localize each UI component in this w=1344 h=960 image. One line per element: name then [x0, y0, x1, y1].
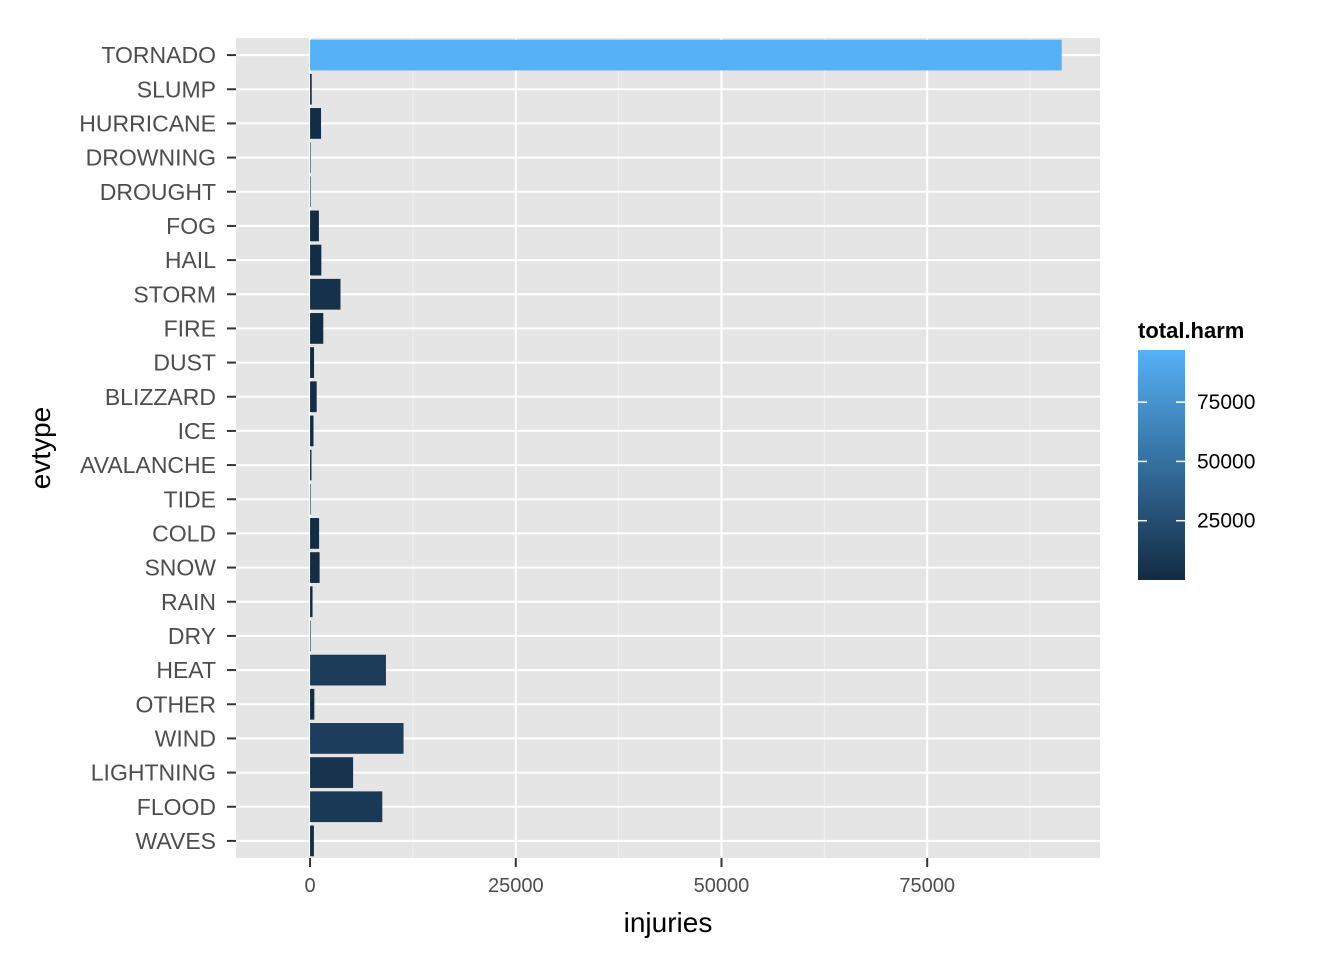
y-tick-label: ICE	[178, 418, 216, 444]
y-tick-label: FOG	[166, 213, 216, 239]
bar-blizzard	[310, 381, 317, 413]
legend-title: total.harm	[1138, 318, 1244, 343]
bar-cold	[310, 518, 320, 549]
y-tick-label: DROUGHT	[100, 179, 216, 205]
bar-ice	[310, 415, 314, 447]
legend-tick-label: 50000	[1197, 450, 1255, 473]
bar-flood	[310, 791, 383, 823]
y-tick-label: FLOOD	[137, 794, 216, 820]
y-tick-label: RAIN	[161, 589, 216, 615]
bar-slump	[310, 73, 312, 105]
y-tick-label: STORM	[133, 281, 216, 307]
bar-snow	[310, 552, 320, 583]
bar-other	[310, 688, 315, 720]
bar-drowning	[310, 142, 311, 173]
y-tick-label: BLIZZARD	[105, 384, 216, 410]
x-tick-label: 50000	[694, 875, 750, 897]
y-tick-label: SNOW	[144, 555, 216, 581]
y-tick-label: HURRICANE	[79, 110, 216, 136]
legend-ticks: 25000 50000 75000	[1138, 391, 1255, 533]
bar-rain	[310, 586, 313, 618]
bar-lightning	[310, 757, 354, 788]
bar-avalanche	[310, 449, 312, 481]
legend-colorbar	[1138, 350, 1185, 580]
y-tick-label: DROWNING	[86, 145, 216, 171]
bar-wind	[310, 723, 404, 754]
y-tick-label: AVALANCHE	[80, 452, 216, 478]
x-tick-label: 75000	[899, 875, 955, 897]
bar-heat	[310, 654, 386, 686]
bar-drought	[310, 176, 311, 208]
bar-dust	[310, 347, 315, 378]
bar-tornado	[310, 39, 1062, 71]
y-tick-label: LIGHTNING	[91, 760, 216, 786]
bar-tide	[310, 483, 311, 515]
legend-tick-label: 25000	[1197, 510, 1255, 533]
bar-waves	[310, 825, 314, 857]
y-tick-label: HAIL	[165, 247, 216, 273]
y-tick-label: TORNADO	[101, 42, 216, 68]
y-tick-label: DRY	[168, 623, 216, 649]
bars	[310, 39, 1062, 857]
bar-dry	[310, 620, 311, 652]
y-tick-label: TIDE	[164, 486, 216, 512]
x-tick-label: 25000	[488, 875, 544, 897]
y-axis: TORNADO SLUMP HURRICANE DROWNING DROUGHT FOG H…	[79, 42, 236, 854]
y-tick-label: HEAT	[156, 657, 216, 683]
y-tick-label: FIRE	[164, 315, 216, 341]
minor-gridlines	[412, 38, 1031, 858]
x-axis: 0 25000 50000 75000	[304, 858, 955, 897]
bar-hurricane	[310, 108, 322, 139]
y-tick-label: OTHER	[136, 691, 217, 717]
y-tick-label: DUST	[153, 350, 216, 376]
y-axis-title: evtype	[25, 407, 56, 490]
x-tick-label: 0	[304, 875, 315, 897]
legend: total.harm 25000 50000 75000	[1138, 318, 1255, 580]
x-axis-title: injuries	[624, 907, 713, 938]
bar-hail	[310, 244, 322, 276]
bar-fire	[310, 313, 324, 344]
bar-fog	[310, 210, 319, 242]
bar-storm	[310, 278, 341, 310]
legend-tick-label: 75000	[1197, 391, 1255, 414]
y-tick-label: SLUMP	[137, 76, 216, 102]
panel-background	[236, 38, 1100, 858]
y-tick-label: WAVES	[135, 828, 216, 854]
y-tick-label: COLD	[152, 520, 216, 546]
y-tick-label: WIND	[155, 725, 216, 751]
